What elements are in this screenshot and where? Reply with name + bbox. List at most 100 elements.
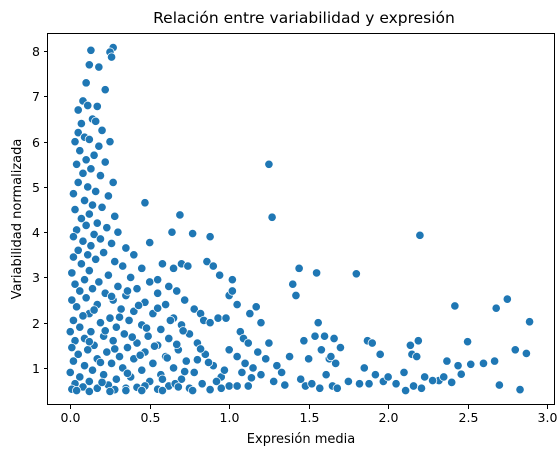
scatter-point (197, 379, 207, 389)
scatter-point (463, 337, 473, 347)
scatter-point (173, 382, 183, 392)
scatter-point (168, 263, 179, 273)
scatter-point (135, 350, 145, 360)
scatter-point (127, 332, 137, 342)
scatter-point (232, 381, 242, 391)
scatter-point (97, 125, 107, 135)
scatter-point (83, 182, 93, 192)
scatter-point (251, 302, 261, 312)
scatter-point (76, 119, 86, 129)
scatter-point (148, 358, 158, 368)
scatter-point (105, 313, 115, 323)
scatter-point (165, 315, 175, 325)
scatter-point (321, 370, 331, 380)
x-tick-label: 1.0 (220, 410, 240, 425)
scatter-point (157, 259, 168, 269)
scatter-point (521, 348, 531, 358)
scatter-point (456, 369, 466, 379)
scatter-point (111, 322, 121, 332)
scatter-point (180, 295, 190, 305)
scatter-point (181, 356, 191, 366)
scatter-point (264, 338, 274, 348)
scatter-point (288, 279, 298, 289)
scatter-point (156, 324, 166, 335)
scatter-point (203, 357, 214, 368)
scatter-point (110, 344, 120, 354)
scatter-point (240, 358, 250, 368)
scatter-point (164, 333, 174, 344)
y-tick-label: 6 (32, 135, 40, 150)
scatter-point (466, 359, 476, 369)
scatter-point (100, 85, 110, 95)
scatter-point (245, 309, 255, 319)
scatter-point (78, 236, 88, 246)
scatter-point (243, 381, 253, 391)
scatter-point (162, 353, 172, 363)
scatter-point (205, 318, 215, 328)
scatter-point (515, 385, 525, 395)
scatter-point (408, 381, 419, 391)
y-tick-label: 3 (32, 270, 40, 285)
scatter-point (105, 386, 115, 397)
x-tick-label: 2.5 (459, 410, 479, 425)
scatter-point (420, 372, 430, 382)
scatter-point (91, 116, 101, 126)
x-axis-ticks: 0.0 0.5 1.0 1.5 2.0 2.5 3.0 (61, 405, 557, 425)
scatter-point (84, 266, 94, 276)
scatter-point (121, 243, 131, 253)
scatter-point (73, 349, 83, 359)
scatter-point (73, 177, 83, 187)
scatter-point (83, 345, 93, 355)
scatter-point (97, 202, 107, 212)
scatter-point (412, 352, 422, 362)
scatter-point (95, 234, 106, 244)
scatter-point (269, 376, 279, 387)
scatter-point (524, 317, 535, 327)
scatter-point (192, 355, 202, 365)
scatter-point (494, 380, 504, 390)
scatter-point (95, 318, 106, 328)
scatter-point (67, 295, 77, 305)
chart-title: Relación entre variabilidad y expresión (153, 9, 455, 27)
scatter-point (121, 385, 131, 396)
scatter-point (316, 345, 326, 355)
scatter-point (176, 374, 187, 384)
scatter-point (75, 322, 85, 332)
scatter-point (99, 370, 109, 380)
scatter-point (180, 366, 190, 377)
scatter-point (102, 347, 112, 357)
x-tick-label: 2.0 (379, 410, 399, 425)
scatter-point (172, 339, 182, 349)
scatter-point (248, 363, 258, 373)
scatter-point (72, 159, 82, 169)
scatter-point (153, 288, 163, 298)
scatter-point (224, 345, 234, 355)
scatter-point (285, 352, 295, 362)
scatter-point (391, 379, 401, 389)
scatter-point (86, 164, 96, 174)
data-points (65, 42, 535, 397)
scatter-point (326, 352, 336, 362)
scatter-point (447, 377, 457, 387)
scatter-point (89, 305, 99, 315)
scatter-point (129, 250, 139, 260)
scatter-point (294, 263, 304, 273)
scatter-point (153, 275, 163, 285)
scatter-point (75, 286, 85, 296)
scatter-point (84, 209, 94, 219)
scatter-point (84, 60, 94, 70)
scatter-point (307, 379, 317, 389)
scatter-point (68, 189, 79, 199)
scatter-point (416, 383, 427, 393)
plot-frame (47, 33, 555, 405)
scatter-point (175, 210, 185, 220)
scatter-point (92, 218, 102, 228)
y-tick-label: 7 (32, 89, 40, 104)
scatter-point (106, 358, 117, 368)
scatter-point (205, 232, 215, 242)
scatter-point (143, 331, 153, 341)
scatter-point (87, 200, 98, 210)
y-tick-label: 4 (32, 225, 40, 240)
scatter-point (428, 375, 438, 386)
